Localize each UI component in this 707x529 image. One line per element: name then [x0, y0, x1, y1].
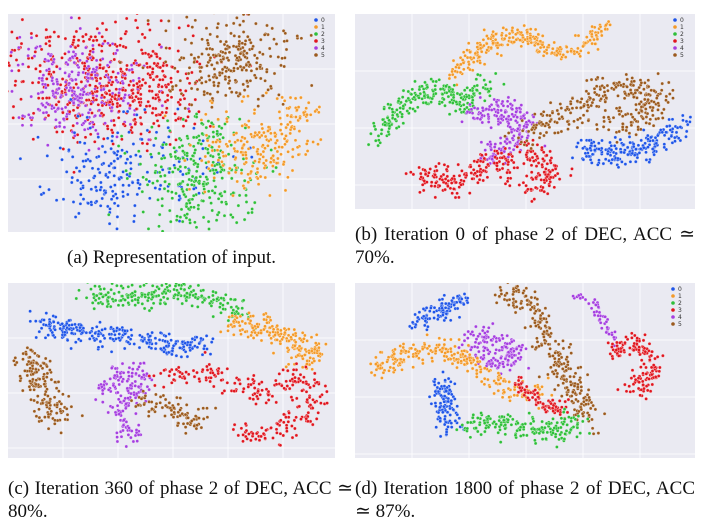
legend-label-5: 5: [321, 52, 325, 59]
scatter-points: [570, 113, 693, 170]
caption-a: (a) Representation of input.: [67, 247, 276, 268]
legend-label-3: 3: [321, 38, 325, 45]
legend-marker-1: [671, 294, 675, 298]
legend-marker-2: [671, 301, 675, 305]
legend-marker-0: [314, 18, 318, 22]
scatter-points: [74, 283, 258, 331]
legend-marker-2: [314, 32, 318, 36]
legend-label-5: 5: [680, 52, 684, 59]
legend-marker-3: [671, 308, 675, 312]
scatter-points: [185, 115, 236, 157]
scatter-points: [460, 95, 547, 166]
scatter-points: [408, 292, 470, 332]
scatter-points: [457, 321, 531, 376]
scatter-points: [606, 331, 665, 401]
legend-marker-1: [314, 25, 318, 29]
scatter-points: [118, 14, 314, 111]
legend-marker-5: [314, 53, 318, 57]
legend-marker-4: [673, 46, 677, 50]
caption-c: (c) Iteration 360 of phase 2 of DEC, ACC…: [8, 478, 353, 522]
legend-marker-5: [671, 322, 675, 326]
scatter-points: [38, 175, 137, 231]
caption-d: (d) Iteration 1800 of phase 2 of DEC, AC…: [355, 478, 695, 522]
scatter-points: [503, 71, 675, 151]
scatter-points: [61, 57, 201, 153]
legend-label-4: 4: [321, 45, 325, 52]
legend-marker-3: [673, 39, 677, 43]
scatter-points: [571, 292, 618, 348]
legend-label-1: 1: [678, 293, 682, 300]
scatter-points: [147, 350, 329, 448]
legend-label-1: 1: [321, 24, 325, 31]
grid: [355, 283, 695, 458]
legend-label-4: 4: [678, 314, 682, 321]
scatter-points: [218, 311, 328, 372]
caption-b: (b) Iteration 0 of phase 2 of DEC, ACC ≃…: [355, 224, 695, 268]
legend-marker-3: [314, 39, 318, 43]
legend-label-3: 3: [678, 307, 682, 314]
scatter-points: [129, 389, 218, 436]
scatter-points: [427, 370, 466, 439]
legend-label-2: 2: [678, 300, 682, 307]
legend-marker-4: [671, 315, 675, 319]
scatter-points: [255, 95, 322, 137]
scatter-points: [404, 138, 574, 204]
scatter-points: [513, 375, 571, 417]
legend-marker-2: [673, 32, 677, 36]
legend-marker-5: [673, 53, 677, 57]
legend-marker-4: [314, 46, 318, 50]
legend-label-3: 3: [680, 38, 684, 45]
legend-label-4: 4: [680, 45, 684, 52]
legend-label-1: 1: [680, 24, 684, 31]
scatter-points: [455, 407, 592, 449]
legend-label-5: 5: [678, 321, 682, 328]
scatter-points: [93, 361, 154, 449]
legend-label-0: 0: [678, 286, 682, 293]
scatter-points: [447, 19, 612, 87]
legend-label-0: 0: [680, 17, 684, 24]
scatter-points: [366, 71, 506, 148]
scatter-points: [493, 283, 607, 436]
legend-label-2: 2: [680, 31, 684, 38]
grid: [8, 283, 335, 458]
legend-label-0: 0: [321, 17, 325, 24]
legend-label-2: 2: [321, 31, 325, 38]
legend-marker-0: [673, 18, 677, 22]
scatter-points: [163, 91, 323, 198]
scatter-points: [12, 346, 85, 435]
legend-marker-0: [671, 287, 675, 291]
scatter-points: [28, 309, 215, 359]
legend-marker-1: [673, 25, 677, 29]
